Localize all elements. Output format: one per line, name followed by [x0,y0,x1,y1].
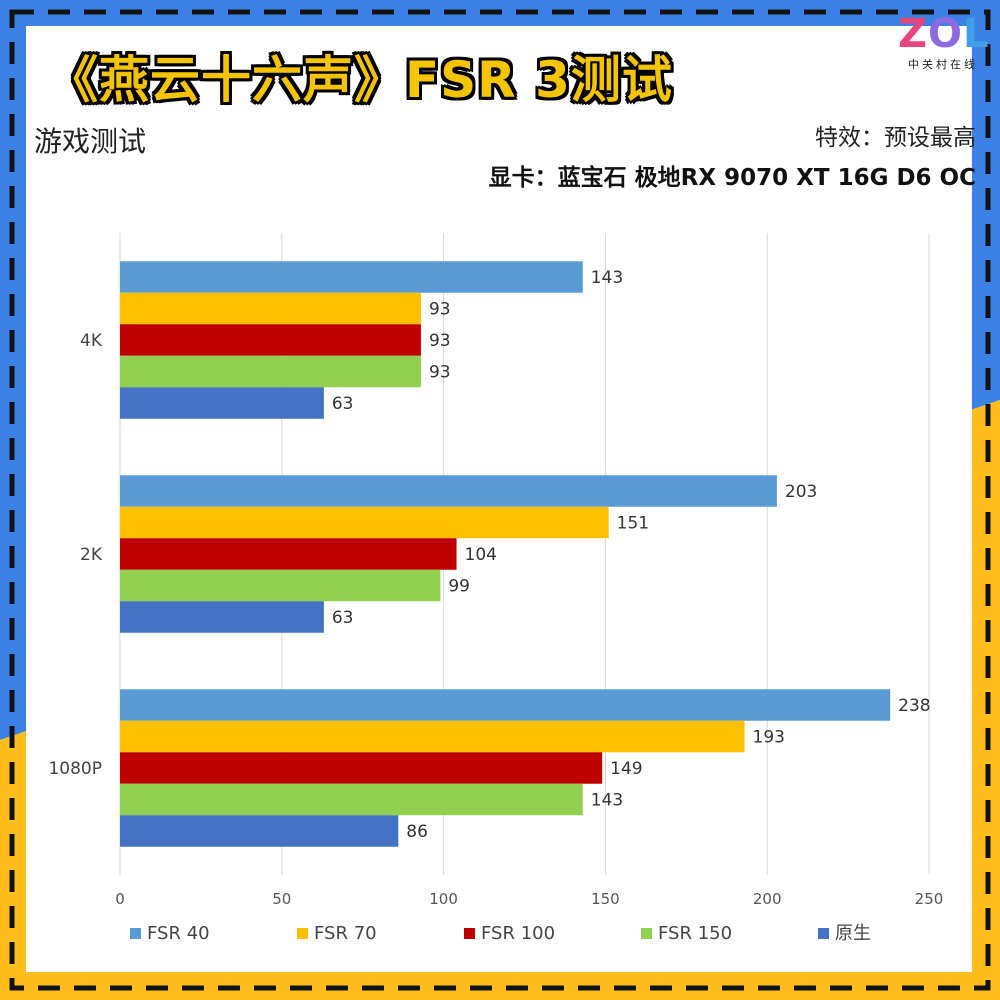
category-tick-label: 2K [80,545,103,565]
bar [120,783,583,816]
zol-logo: ZOL 中关村在线 [898,11,990,72]
data-label: 93 [429,300,451,320]
legend-swatch [641,928,652,939]
legend-swatch [464,928,475,939]
x-tick-label: 100 [429,890,458,908]
bar [120,261,583,293]
bar [120,475,777,507]
category-tick-label: 1080P [48,759,102,779]
bar [120,752,603,784]
bar [120,815,399,847]
effects-setting: 特效：预设最高 [815,125,976,151]
bar [120,387,324,419]
data-label: 93 [429,363,451,383]
legend-swatch [818,928,829,939]
x-tick-label: 0 [115,890,125,908]
legend-label: FSR 150 [658,923,732,944]
data-label: 104 [465,545,497,565]
page-title: 《燕云十六声》FSR 3测试 [48,51,673,109]
bar [120,601,324,633]
frame-dashed-border [9,9,991,991]
bar [120,689,891,721]
legend-label: FSR 100 [481,923,555,944]
legend-label: FSR 40 [147,923,210,944]
zol-logo-subtitle: 中关村在线 [908,58,978,71]
data-label: 143 [591,268,623,288]
bar [120,324,421,356]
logo-letter-z: Z [898,11,929,57]
data-label: 149 [610,759,642,779]
logo-letter-o: O [928,11,964,57]
logo-letter-l: L [963,11,990,57]
data-label: 93 [429,331,451,351]
zol-logo-mark: ZOL [898,11,990,57]
data-label: 193 [753,728,785,748]
gpu-info: 显卡：蓝宝石 极地RX 9070 XT 16G D6 OC [488,165,976,191]
bar [120,720,745,753]
bar [120,292,421,325]
legend-label: FSR 70 [314,923,377,944]
x-tick-label: 150 [591,890,620,908]
legend-label: 原生 [835,923,871,944]
category-tick-label: 4K [80,331,103,351]
data-label: 151 [617,514,649,534]
x-tick-label: 200 [753,890,782,908]
chart-subtitle: 游戏测试 [34,125,147,158]
x-tick-label: 250 [915,890,944,908]
data-label: 203 [785,482,817,502]
data-label: 63 [332,608,354,628]
data-label: 143 [591,791,623,811]
bar [120,355,421,388]
legend-swatch [297,928,308,939]
x-tick-label: 50 [272,890,291,908]
data-label: 63 [332,394,354,414]
bar [120,506,609,539]
bar [120,569,441,602]
data-label: 238 [898,696,930,716]
data-label: 86 [406,822,428,842]
bar [120,538,457,570]
legend-swatch [130,928,141,939]
data-label: 99 [448,577,470,597]
